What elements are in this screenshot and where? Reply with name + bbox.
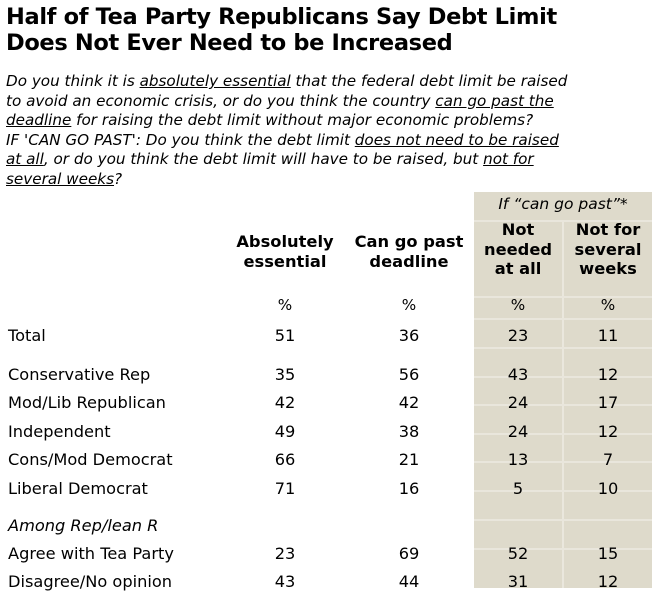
row-divider [474, 220, 652, 222]
question-line-2: to avoid an economic crisis, or do you t… [6, 92, 654, 112]
table-row-label: Total [8, 326, 46, 345]
table-cell-value: 56 [398, 365, 420, 384]
question-line-4-part-a: IF 'CAN GO PAST': Do you think the debt … [6, 130, 355, 149]
row-divider [474, 433, 652, 435]
table-cell-value: 10 [597, 479, 619, 498]
column-header-not-for-several-weeks: Not for several weeks [574, 220, 642, 278]
page-title: Half of Tea Party Republicans Say Debt L… [6, 4, 557, 56]
table-cell-value: 44 [398, 572, 420, 591]
table-cell-value: 52 [507, 544, 529, 563]
row-divider [474, 461, 652, 463]
table-cell-value: 51 [274, 326, 296, 345]
question-line-5-underlined-a: at all [6, 150, 44, 169]
question-line-3-underlined: deadline [6, 111, 72, 130]
table-row-label: Cons/Mod Democrat [8, 450, 173, 469]
table-cell-value: 13 [507, 450, 529, 469]
column-unit-not-for-several-weeks: % [600, 296, 616, 314]
table-cell-value: 12 [597, 572, 619, 591]
table-cell-value: 11 [597, 326, 619, 345]
question-line-1: Do you think it is absolutely essential … [6, 72, 654, 92]
question-line-2-underlined: can go past the [435, 91, 554, 110]
question-line-3-part-b: for raising the debt limit without major… [71, 111, 534, 130]
question-line-4: IF 'CAN GO PAST': Do you think the debt … [6, 131, 654, 151]
table-cell-value: 71 [274, 479, 296, 498]
question-line-6: several weeks? [6, 170, 654, 190]
table-cell-value: 24 [507, 422, 529, 441]
table-cell-value: 24 [507, 393, 529, 412]
table-cell-value: 49 [274, 422, 296, 441]
row-divider [474, 490, 652, 492]
table-cell-value: 7 [602, 450, 614, 469]
question-line-1-part-b: that the federal debt limit be raised [290, 72, 568, 90]
table-row-label: Mod/Lib Republican [8, 393, 166, 412]
table-cell-value: 12 [597, 422, 619, 441]
question-text: Do you think it is absolutely essential … [6, 72, 654, 190]
question-line-3: deadline for raising the debt limit with… [6, 111, 654, 131]
table-row-label: Conservative Rep [8, 365, 151, 384]
table-row-label: Agree with Tea Party [8, 544, 174, 563]
question-line-2-part-a: to avoid an economic crisis, or do you t… [6, 91, 436, 110]
table-cell-value: 23 [507, 326, 529, 345]
row-divider [474, 296, 652, 298]
question-line-1-part-a: Do you think it is [6, 72, 140, 90]
column-unit-can-go-past-deadline: % [401, 296, 417, 314]
question-line-5-underlined-b: not for [483, 150, 534, 169]
table-cell-value: 43 [507, 365, 529, 384]
results-table: If “can go past”* Absolutely essential C… [0, 190, 660, 599]
question-line-1-underlined: absolutely essential [139, 72, 291, 90]
table-cell-value: 5 [512, 479, 524, 498]
table-cell-value: 12 [597, 365, 619, 384]
table-cell-value: 42 [398, 393, 420, 412]
table-cell-value: 38 [398, 422, 420, 441]
row-divider [474, 347, 652, 349]
question-line-4-underlined: does not need to be raised [354, 130, 559, 149]
table-cell-value: 66 [274, 450, 296, 469]
row-divider [474, 404, 652, 406]
table-subheading: Among Rep/lean R [8, 516, 159, 535]
table-cell-value: 21 [398, 450, 420, 469]
row-divider [474, 519, 652, 521]
question-line-5: at all, or do you think the debt limit w… [6, 150, 654, 170]
row-divider [474, 376, 652, 378]
column-unit-not-needed-at-all: % [510, 296, 526, 314]
row-divider [474, 548, 652, 550]
table-cell-value: 35 [274, 365, 296, 384]
table-cell-value: 69 [398, 544, 420, 563]
question-line-5-part-b: , or do you think the debt limit will ha… [43, 150, 484, 169]
group-header-can-go-past: If “can go past”* [498, 195, 628, 213]
column-unit-absolutely-essential: % [277, 296, 293, 314]
table-cell-value: 42 [274, 393, 296, 412]
table-cell-value: 16 [398, 479, 420, 498]
question-line-6-underlined: several weeks [6, 169, 115, 188]
table-cell-value: 17 [597, 393, 619, 412]
column-header-not-needed-at-all: Not needed at all [483, 220, 553, 278]
table-cell-value: 31 [507, 572, 529, 591]
table-row-label: Independent [8, 422, 111, 441]
column-header-can-go-past-deadline: Can go past deadline [354, 232, 464, 271]
column-header-absolutely-essential: Absolutely essential [236, 232, 334, 271]
table-cell-value: 15 [597, 544, 619, 563]
table-cell-value: 43 [274, 572, 296, 591]
table-cell-value: 23 [274, 544, 296, 563]
question-line-6-part-b: ? [114, 169, 123, 188]
row-divider [474, 318, 652, 320]
table-cell-value: 36 [398, 326, 420, 345]
can-go-past-shaded-panel [474, 192, 652, 588]
table-row-label: Liberal Democrat [8, 479, 148, 498]
table-row-label: Disagree/No opinion [8, 572, 173, 591]
